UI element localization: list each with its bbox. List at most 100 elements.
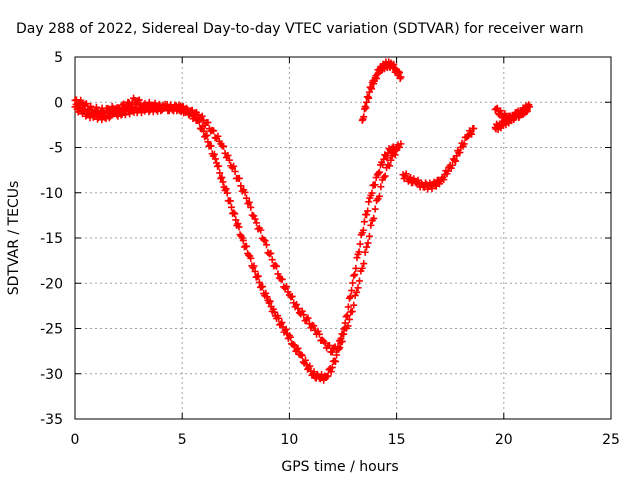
y-axis-label: SDTVAR / TECUs: [6, 181, 22, 296]
data-point: [210, 127, 218, 135]
data-point: [248, 211, 256, 219]
data-point: [360, 113, 368, 121]
data-point: [440, 176, 448, 184]
data-point: [288, 292, 296, 300]
data-point: [383, 154, 391, 162]
data-point: [237, 182, 245, 190]
data-point: [290, 341, 298, 349]
data-point: [371, 205, 379, 213]
y-tick-label: -5: [49, 141, 63, 157]
data-point: [385, 162, 393, 170]
data-point: [518, 110, 526, 118]
data-point: [327, 368, 335, 376]
data-point: [135, 96, 143, 104]
series-1: [71, 100, 401, 384]
x-tick-label: 10: [280, 432, 298, 448]
data-point: [395, 143, 403, 151]
data-point: [360, 218, 368, 226]
data-point: [360, 260, 368, 268]
data-point: [266, 297, 274, 305]
data-point: [359, 226, 367, 234]
data-point: [363, 243, 371, 251]
data-point: [286, 333, 294, 341]
data-point: [216, 169, 224, 177]
data-point: [371, 181, 379, 189]
data-point: [377, 183, 385, 191]
data-point: [158, 106, 166, 114]
data-point: [350, 301, 358, 309]
data-point: [338, 337, 346, 345]
data-point: [294, 344, 302, 352]
data-point: [254, 272, 262, 280]
data-point: [222, 185, 230, 193]
data-point: [259, 283, 267, 291]
data-point: [315, 330, 323, 338]
x-tick-label: 0: [71, 432, 80, 448]
data-point: [301, 356, 309, 364]
data-point: [224, 151, 232, 159]
data-point: [263, 241, 271, 249]
data-point: [198, 112, 206, 120]
data-point: [121, 111, 129, 119]
data-point: [273, 262, 281, 270]
data-point: [251, 267, 259, 275]
data-point: [243, 194, 251, 202]
data-point: [507, 117, 515, 125]
data-point: [247, 254, 255, 262]
y-tick-label: -25: [40, 322, 63, 338]
data-point: [245, 198, 253, 206]
data-point: [220, 142, 228, 150]
data-point: [282, 325, 290, 333]
data-point: [407, 173, 415, 181]
series-4: [399, 124, 478, 193]
data-point: [225, 156, 233, 164]
data-point: [380, 173, 388, 181]
data-point: [257, 226, 265, 234]
data-point: [271, 261, 279, 269]
data-point: [293, 301, 301, 309]
grid: [75, 57, 611, 419]
axis-ticks: [74, 56, 612, 420]
data-point: [137, 109, 145, 117]
data-point: [261, 237, 269, 245]
data-point: [293, 346, 301, 354]
data-point: [151, 99, 159, 107]
data-point: [253, 219, 261, 227]
x-tick-label: 15: [388, 432, 406, 448]
data-point: [354, 284, 362, 292]
data-point: [370, 214, 378, 222]
data-point: [219, 178, 227, 186]
data-point: [167, 101, 175, 109]
data-point: [251, 215, 259, 223]
data-point: [450, 156, 458, 164]
data-point: [334, 343, 342, 351]
data-point: [340, 330, 348, 338]
data-point: [100, 108, 108, 116]
data-point: [470, 124, 478, 132]
data-point: [460, 140, 468, 148]
data-point: [344, 322, 352, 330]
data-point: [132, 100, 140, 108]
data-point: [230, 209, 238, 217]
data-point: [207, 142, 215, 150]
data-point: [384, 161, 392, 169]
data-point: [348, 286, 356, 294]
data-point: [262, 289, 270, 297]
data-point: [298, 307, 306, 315]
data-point: [364, 239, 372, 247]
x-tick-label: 5: [178, 432, 187, 448]
data-point: [77, 96, 85, 104]
data-point: [310, 322, 318, 330]
data-point: [353, 288, 361, 296]
y-tick-label: -35: [40, 412, 63, 428]
data-point: [234, 220, 242, 228]
data-point: [390, 150, 398, 158]
data-point: [278, 319, 286, 327]
data-point: [215, 162, 223, 170]
data-point: [127, 102, 135, 110]
data-point: [214, 132, 222, 140]
data-point: [391, 151, 399, 159]
data-point: [235, 223, 243, 231]
data-point: [353, 254, 361, 262]
